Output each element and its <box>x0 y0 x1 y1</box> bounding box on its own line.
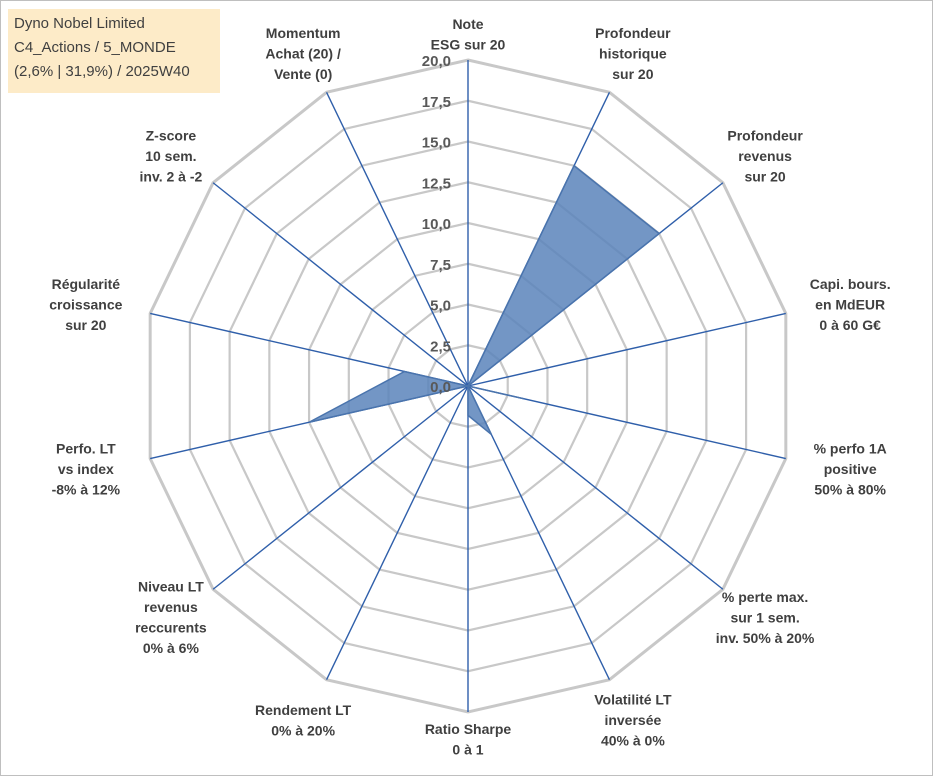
axis-label: Rendement LT 0% à 20% <box>255 702 352 739</box>
axis-label-line: 0 à 60 G€ <box>819 317 881 333</box>
axis-label-line: Achat (20) / <box>265 45 341 61</box>
axis-label-line: Perfo. LT <box>56 441 116 457</box>
axis-label-line: 10 sem. <box>145 148 196 164</box>
radial-tick-label: 5,0 <box>430 298 451 315</box>
axis-label: Ratio Sharpe 0 à 1 <box>425 721 512 758</box>
axis-label-line: positive <box>824 461 877 477</box>
radial-tick-label: 7,5 <box>430 257 451 274</box>
axis-label-line: % perfo 1A <box>814 441 887 457</box>
axis-label-line: 0 à 1 <box>452 741 483 757</box>
axis-label-line: Volatilité LT <box>594 692 672 708</box>
series-area <box>308 164 661 436</box>
axis-label-line: Profondeur <box>727 128 803 144</box>
axis-label-line: 50% à 80% <box>814 482 886 498</box>
axis-label: Perfo. LT vs index -8% à 12% <box>52 441 121 498</box>
stats-line: (2,6% | 31,9%) / 2025W40 <box>14 63 190 80</box>
axis-spoke <box>325 385 469 681</box>
axis-label-line: sur 20 <box>612 66 653 82</box>
axis-labels: Note ESG sur 20 Profondeur historique sur 20… <box>49 16 891 758</box>
axis-spoke <box>212 182 469 387</box>
axis-spoke <box>467 312 786 387</box>
axis-label-line: 0% à 6% <box>143 640 200 656</box>
axis-label-line: % perte max. <box>722 589 808 605</box>
axis-label-line: Vente (0) <box>274 66 332 82</box>
radial-tick-label: 10,0 <box>422 216 451 233</box>
axis-label-line: Capi. bours. <box>810 276 891 292</box>
radial-tick-label: 12,5 <box>422 175 451 192</box>
axis-spoke <box>212 385 469 590</box>
radial-tick-label: 20,0 <box>422 53 451 70</box>
radial-tick-label: 2,5 <box>430 338 451 355</box>
radar-series <box>308 164 661 436</box>
radial-tick-label: 0,0 <box>430 379 451 396</box>
radial-tick-label: 15,0 <box>422 135 451 152</box>
axis-label-line: Régularité <box>52 276 121 292</box>
axis-spoke <box>467 385 611 681</box>
axis-spoke <box>325 91 469 387</box>
axis-label-line: Z-score <box>146 128 197 144</box>
axis-label-line: sur 1 sem. <box>730 609 799 625</box>
company-name: Dyno Nobel Limited <box>14 15 145 32</box>
axis-label: Niveau LT revenus reccurents 0% à 6% <box>135 579 207 657</box>
axis-label-line: croissance <box>49 296 122 312</box>
axis-label-line: inv. 50% à 20% <box>716 630 815 646</box>
portfolio-line: C4_Actions / 5_MONDE <box>14 39 176 56</box>
axis-label: Momentum Achat (20) / Vente (0) <box>265 25 341 82</box>
axis-label: Profondeur revenus sur 20 <box>727 128 803 185</box>
radial-tick-label: 17,5 <box>422 94 451 111</box>
axis-label: % perfo 1A positive 50% à 80% <box>814 441 887 498</box>
axis-label-line: 40% à 0% <box>601 733 665 749</box>
axis-label-line: vs index <box>58 461 114 477</box>
axis-label-line: Ratio Sharpe <box>425 721 512 737</box>
axis-spoke <box>467 385 724 590</box>
axis-label-line: sur 20 <box>65 317 106 333</box>
chart-title-box: Dyno Nobel Limited C4_Actions / 5_MONDE … <box>8 9 220 93</box>
axis-label: Capi. bours. en MdEUR 0 à 60 G€ <box>810 276 891 333</box>
axis-label: Z-score 10 sem. inv. 2 à -2 <box>140 128 203 185</box>
axis-label-line: reccurents <box>135 620 207 636</box>
axis-label-line: inversée <box>604 712 661 728</box>
axis-label-line: ESG sur 20 <box>431 36 506 52</box>
axis-label-line: Rendement LT <box>255 702 352 718</box>
axis-label: Profondeur historique sur 20 <box>595 25 671 82</box>
axis-label-line: inv. 2 à -2 <box>140 169 203 185</box>
axis-label-line: Niveau LT <box>138 579 204 595</box>
axis-label-line: sur 20 <box>744 169 785 185</box>
axis-label-line: Profondeur <box>595 25 671 41</box>
axis-label-line: 0% à 20% <box>271 722 335 738</box>
axis-label-line: Note <box>452 16 483 32</box>
axis-label-line: historique <box>599 45 667 61</box>
radial-tick-labels: 0,0 2,5 5,0 7,5 10,0 12,5 15,0 17,5 20,0 <box>422 53 451 396</box>
axis-label-line: en MdEUR <box>815 296 885 312</box>
axis-label-line: revenus <box>144 599 198 615</box>
axis-label: Volatilité LT inversée 40% à 0% <box>594 692 672 749</box>
axis-label-line: -8% à 12% <box>52 482 121 498</box>
axis-label-line: revenus <box>738 148 792 164</box>
axis-label: Régularité croissance sur 20 <box>49 276 122 333</box>
axis-label: Note ESG sur 20 <box>431 16 506 53</box>
axis-label-line: Momentum <box>266 25 341 41</box>
axis-label: % perte max. sur 1 sem. inv. 50% à 20% <box>716 589 815 646</box>
